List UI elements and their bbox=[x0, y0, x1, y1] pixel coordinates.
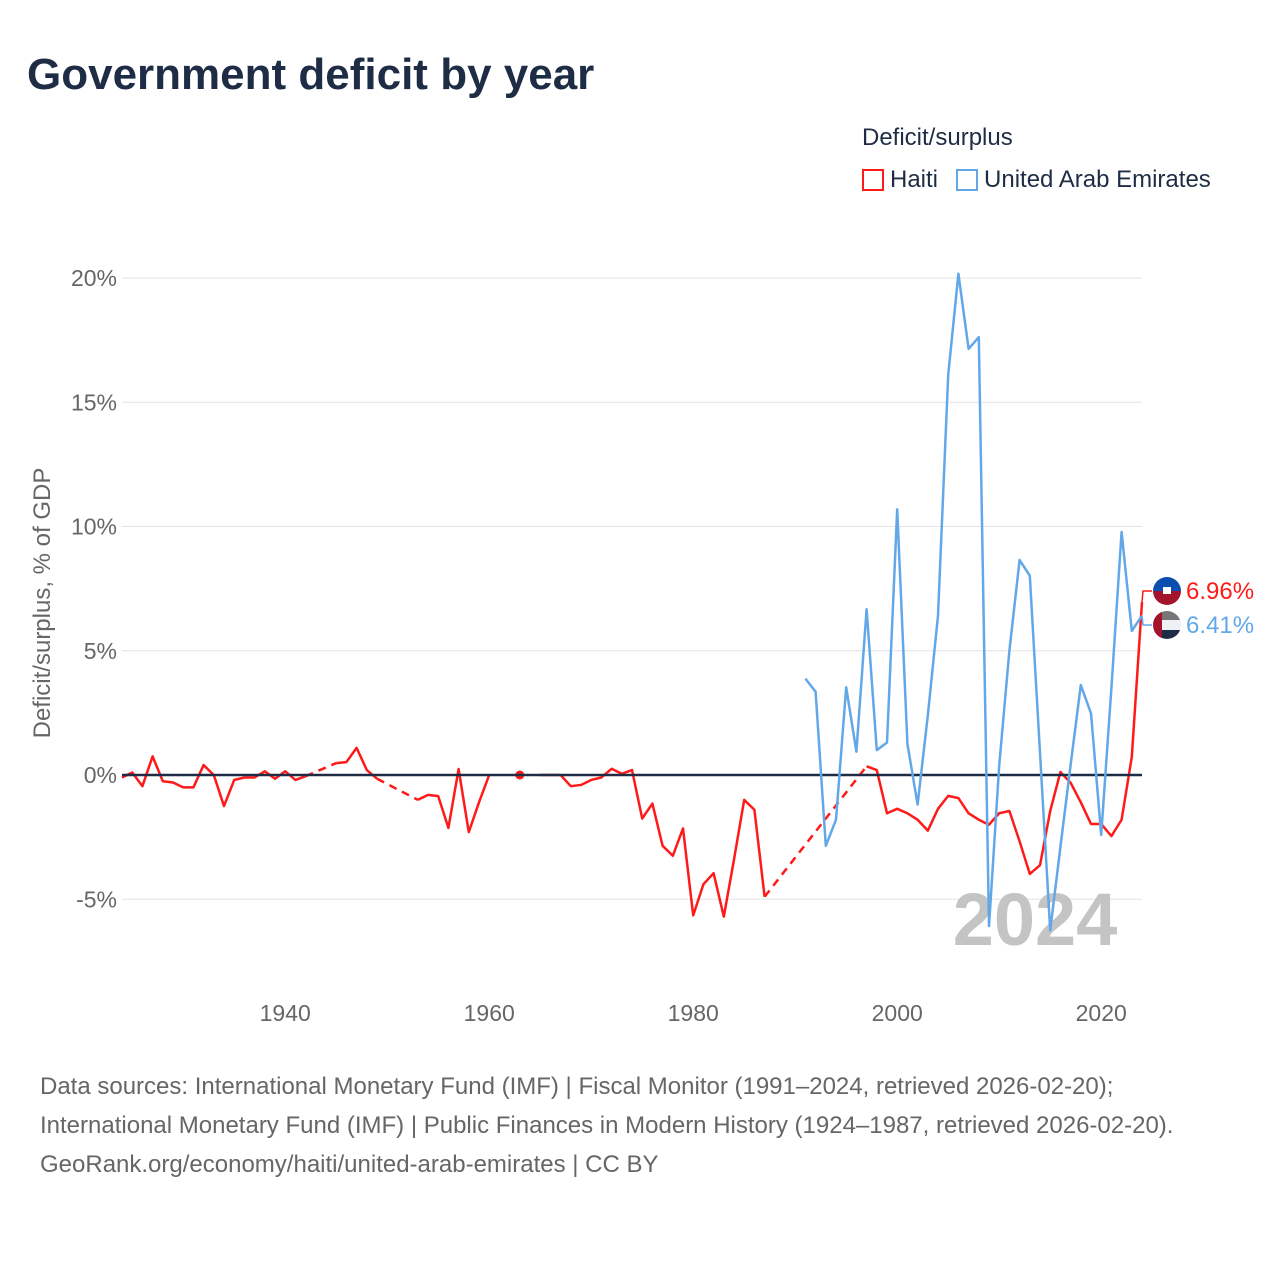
y-tick-label: -5% bbox=[76, 886, 117, 912]
flag-stripe bbox=[1153, 577, 1181, 591]
x-tick-label: 1940 bbox=[260, 1000, 311, 1026]
series-line-0 bbox=[866, 601, 1144, 876]
series-line-1 bbox=[804, 272, 1144, 932]
flag-stripe bbox=[1153, 591, 1181, 605]
end-value-label: 6.96% bbox=[1186, 578, 1254, 605]
year-watermark: 2024 bbox=[953, 878, 1118, 961]
flag-stripe bbox=[1153, 611, 1181, 620]
legend-swatch-uae bbox=[956, 169, 979, 191]
legend-swatch-haiti bbox=[862, 169, 884, 191]
series-line-0 bbox=[121, 755, 307, 808]
data-sources: Data sources: International Monetary Fun… bbox=[40, 1073, 1174, 1139]
end-label-connector bbox=[1141, 590, 1152, 603]
end-label-connector bbox=[1141, 615, 1152, 626]
flag-stripe bbox=[1153, 611, 1162, 639]
y-tick-label: 10% bbox=[71, 514, 117, 540]
series-gap-dash bbox=[376, 777, 419, 801]
legend-item-uae[interactable]: United Arab Emirates bbox=[956, 166, 1211, 194]
y-tick-label: 0% bbox=[84, 762, 117, 788]
x-tick-label: 1960 bbox=[464, 1000, 515, 1026]
y-tick-label: 15% bbox=[71, 389, 117, 415]
uae-flag-icon bbox=[1153, 611, 1181, 639]
legend-item-haiti[interactable]: Haiti bbox=[862, 166, 938, 194]
end-value-label: 6.41% bbox=[1186, 612, 1254, 639]
x-tick-label: 1980 bbox=[668, 1000, 719, 1026]
flag-stripe bbox=[1153, 630, 1181, 639]
footer: Data sources: International Monetary Fun… bbox=[40, 1067, 1240, 1184]
series-line-0 bbox=[417, 767, 491, 834]
y-tick-label: 20% bbox=[71, 265, 117, 291]
legend-label: Haiti bbox=[890, 166, 939, 193]
flag-stripe bbox=[1153, 620, 1181, 630]
series-line-0 bbox=[336, 746, 378, 780]
legend: Haiti United Arab Emirates bbox=[862, 166, 1211, 194]
flag-emblem bbox=[1163, 587, 1171, 594]
x-tick-label: 2020 bbox=[1076, 1000, 1127, 1026]
x-tick-label: 2000 bbox=[872, 1000, 923, 1026]
y-tick-label: 5% bbox=[84, 638, 117, 664]
legend-title: Deficit/surplus bbox=[862, 124, 1013, 151]
legend-label: United Arab Emirates bbox=[984, 166, 1211, 193]
series-line-0 bbox=[540, 767, 766, 918]
haiti-flag-icon bbox=[1153, 577, 1181, 605]
y-axis-title: Deficit/surplus, % of GDP bbox=[29, 468, 56, 739]
chart-title: Government deficit by year bbox=[27, 50, 595, 99]
credit-link[interactable]: GeoRank.org/economy/haiti/united-arab-em… bbox=[40, 1151, 659, 1178]
series-gap-dash bbox=[763, 765, 868, 898]
